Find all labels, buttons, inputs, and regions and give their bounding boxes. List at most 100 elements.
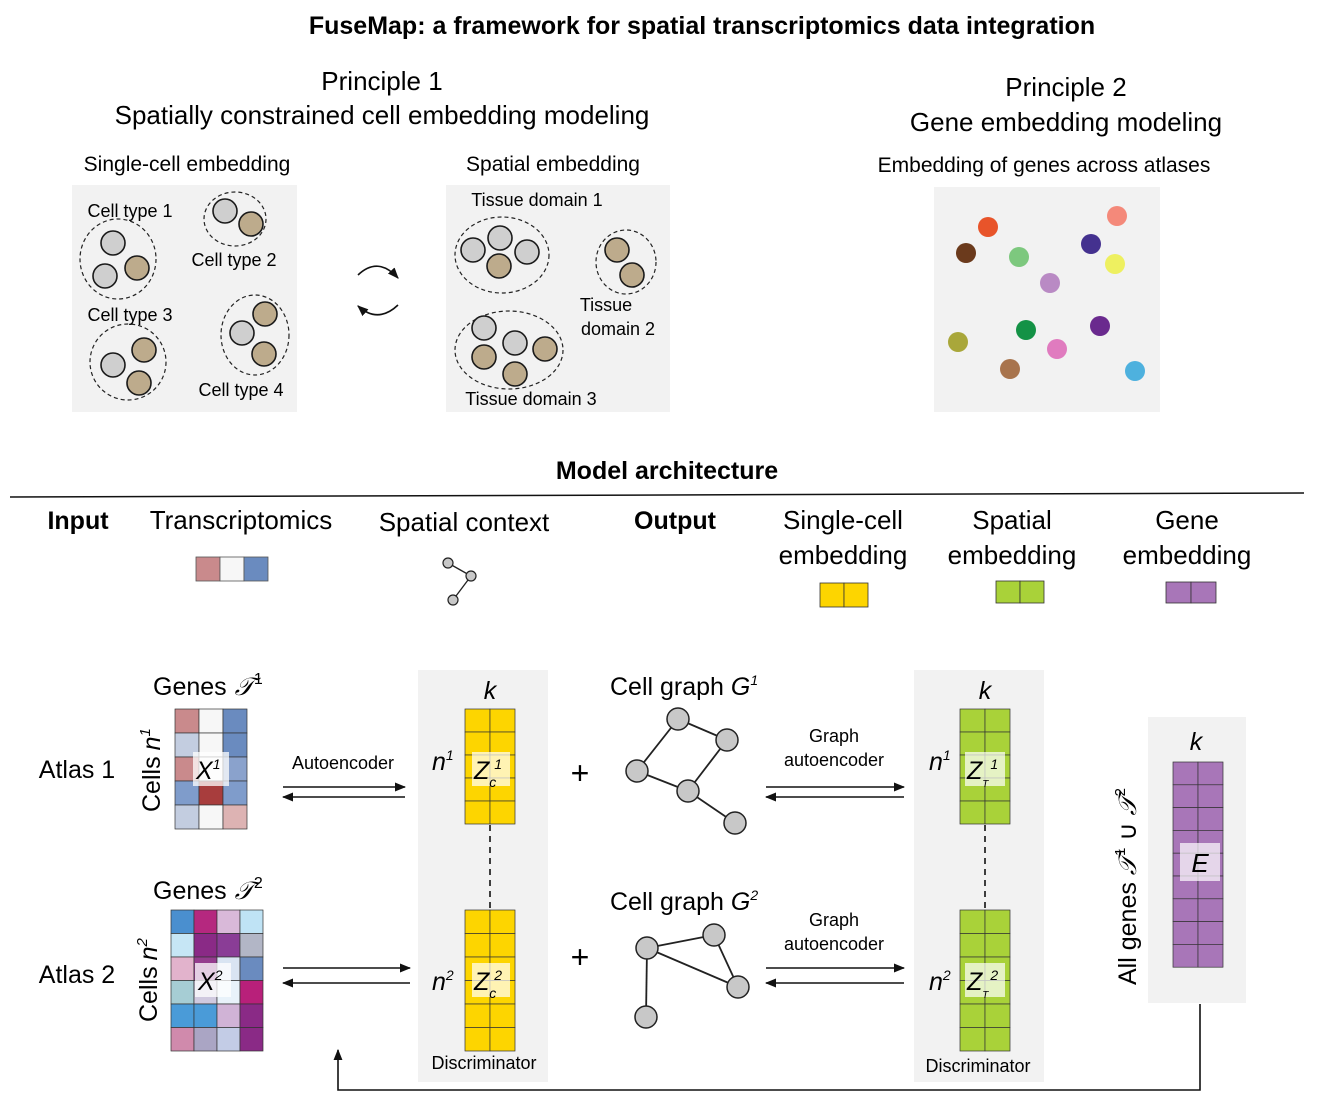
gene-dot xyxy=(1081,234,1101,254)
atlas-1-expression-matrix xyxy=(174,708,248,830)
cell-gray xyxy=(502,330,528,356)
embedding-cell xyxy=(959,800,986,825)
embedding-cell xyxy=(984,708,1011,733)
n2-label: n2 xyxy=(432,967,454,996)
cell-tan xyxy=(471,344,497,370)
single-cell-embedding-label: Single-cell embedding xyxy=(84,153,291,176)
embedding-cell xyxy=(464,909,491,934)
embedding-cell xyxy=(464,731,491,756)
k-dimension-label: k xyxy=(484,677,498,705)
embedding-cell xyxy=(984,909,1011,934)
cell-gray xyxy=(100,352,126,378)
tissue-domain-3-boundary xyxy=(454,310,564,390)
embedding-cell xyxy=(489,933,516,958)
tissue-domain-1-label: Tissue domain 1 xyxy=(471,190,602,210)
cell-tan xyxy=(619,262,645,288)
embedding-cell xyxy=(984,1003,1011,1028)
embedding-cell xyxy=(959,1027,986,1052)
embedding-cell xyxy=(1172,944,1199,968)
spatial-legend-swatch xyxy=(1019,580,1045,604)
gene-dot xyxy=(1047,339,1067,359)
matrix-cell xyxy=(216,1027,241,1052)
autoencoder-label: Autoencoder xyxy=(292,753,394,773)
gene-dot xyxy=(978,217,998,237)
cell-tan xyxy=(131,337,157,363)
matrix-2-label-bg xyxy=(195,963,231,997)
matrix-cell xyxy=(198,804,224,830)
zc-2-symbol: Zc2 xyxy=(473,967,502,1001)
cell-tan xyxy=(238,211,264,237)
cell-gray xyxy=(471,315,497,341)
matrix-cell xyxy=(170,933,195,958)
tissue-domain-1-boundary xyxy=(454,216,550,294)
embedding-cell xyxy=(959,731,986,756)
gene-embedding-panel-label: Embedding of genes across atlases xyxy=(878,154,1211,177)
single-cell-legend-swatch xyxy=(819,582,845,608)
cell-type-4-boundary xyxy=(220,294,290,376)
atlas-2-genes-label: Genes 𝒯2 xyxy=(153,875,263,905)
embedding-cell xyxy=(464,933,491,958)
matrix-cell xyxy=(193,909,218,934)
embedding-cell xyxy=(959,1003,986,1028)
matrix-cell xyxy=(239,909,264,934)
embedding-cell xyxy=(1197,761,1224,786)
embedding-cell xyxy=(984,800,1011,825)
spatial-context-label: Spatial context xyxy=(379,507,550,537)
principle1-heading: Principle 1 xyxy=(321,66,442,96)
e-symbol: E xyxy=(1191,848,1209,878)
zt-1-label-bg xyxy=(965,752,1005,786)
cell-tan xyxy=(532,336,558,362)
cell-graph-1-label: Cell graph G1 xyxy=(610,672,758,701)
matrix-2-symbol: X2 xyxy=(197,967,223,996)
single-cell-embedding-legend-line1: Single-cell xyxy=(783,505,903,535)
figure-title: FuseMap: a framework for spatial transcr… xyxy=(309,12,1095,40)
gene-dot xyxy=(956,243,976,263)
matrix-cell xyxy=(198,708,224,734)
architecture-divider xyxy=(9,492,1305,498)
principle2-subheading: Gene embedding modeling xyxy=(910,107,1222,137)
cell-tan xyxy=(124,255,150,281)
k-dimension-label: k xyxy=(979,677,993,705)
spatial-embedding-legend-line2: embedding xyxy=(948,540,1077,570)
gene-dot xyxy=(1000,359,1020,379)
embedding-cell xyxy=(464,800,491,825)
graph-autoencoder-1-line2: autoencoder xyxy=(784,750,884,770)
transcriptomics-icon-cell xyxy=(219,556,245,582)
tissue-domain-2-label-line1: Tissue xyxy=(580,295,632,315)
embedding-cell xyxy=(1172,898,1199,922)
output-label: Output xyxy=(634,507,717,535)
gene-embedding-legend-line2: embedding xyxy=(1123,540,1252,570)
atlas-2-cells-label: Cellsn2 xyxy=(134,938,163,1022)
cycle-arrow-bottom xyxy=(357,304,399,317)
embedding-cell xyxy=(489,800,516,825)
n2-spatial-label: n2 xyxy=(929,967,951,996)
matrix-cell xyxy=(170,956,195,981)
zc-2-label-bg xyxy=(472,963,510,997)
gene-embedding-feedback-arrow xyxy=(333,1004,1201,1091)
zc-1-symbol: Zc1 xyxy=(473,756,502,790)
tissue-domain-2-boundary xyxy=(595,229,657,295)
zt-2-label-bg xyxy=(965,963,1005,997)
cell-tan xyxy=(604,237,630,263)
cell-graph-2 xyxy=(634,923,750,1029)
gene-embedding-panel xyxy=(934,187,1160,412)
embedding-cell xyxy=(984,933,1011,958)
matrix-cell xyxy=(239,1003,264,1028)
embedding-cell xyxy=(1197,898,1224,922)
embedding-cell xyxy=(1172,761,1199,786)
cell-graph-2-label: Cell graph G2 xyxy=(610,887,758,916)
spatial-legend-swatch xyxy=(995,580,1021,604)
matrix-1-symbol: X1 xyxy=(195,756,220,785)
matrix-cell xyxy=(216,909,241,934)
matrix-cell xyxy=(170,980,195,1005)
transcriptomics-label: Transcriptomics xyxy=(150,505,333,535)
embedding-cell xyxy=(489,731,516,756)
matrix-cell xyxy=(239,980,264,1005)
spatial-embedding-legend-line1: Spatial xyxy=(972,505,1052,535)
matrix-1-label-bg xyxy=(193,752,229,786)
atlas-2-expression-matrix xyxy=(170,909,264,1052)
principle1-subheading: Spatially constrained cell embedding mod… xyxy=(115,100,650,130)
matrix-cell xyxy=(193,933,218,958)
cell-gray xyxy=(487,225,513,251)
